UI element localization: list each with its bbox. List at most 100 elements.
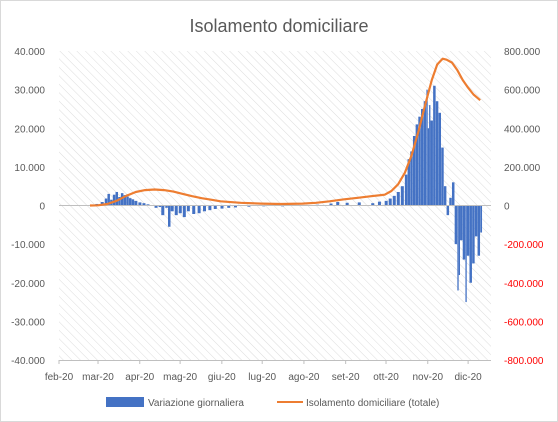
bar bbox=[465, 205, 467, 303]
left-axis-tick-label: -10.000 bbox=[11, 240, 45, 251]
x-axis-tick-label: nov-20 bbox=[412, 372, 443, 383]
bar bbox=[161, 205, 165, 216]
x-axis-tick-label: ago-20 bbox=[288, 372, 320, 383]
bar bbox=[474, 205, 478, 237]
left-axis-tick-label: 20.000 bbox=[14, 124, 45, 135]
bar bbox=[174, 205, 178, 216]
chart-title: Isolamento domiciliare bbox=[189, 16, 368, 36]
x-axis-tick-label: feb-20 bbox=[45, 372, 74, 383]
bar bbox=[138, 202, 142, 206]
legend: Variazione giornaliera Isolamento domici… bbox=[106, 397, 439, 409]
bar bbox=[197, 205, 201, 214]
legend-bar-label: Variazione giornaliera bbox=[148, 398, 244, 409]
bar bbox=[418, 116, 421, 206]
right-axis-tick-label: 200.000 bbox=[504, 163, 541, 174]
right-axis-tick-label: -800.000 bbox=[504, 356, 544, 367]
bar bbox=[430, 120, 433, 206]
right-axis-tick-label: 600.000 bbox=[504, 86, 541, 97]
bar bbox=[336, 202, 340, 206]
bar bbox=[131, 199, 135, 206]
right-axis-tick-label: -400.000 bbox=[504, 279, 544, 290]
bar bbox=[460, 205, 463, 241]
bar bbox=[435, 101, 439, 206]
bar bbox=[203, 205, 206, 212]
bar bbox=[433, 85, 436, 206]
bar bbox=[227, 205, 231, 208]
bar bbox=[404, 174, 408, 206]
bar bbox=[357, 202, 361, 206]
bar bbox=[469, 205, 472, 283]
x-axis-tick-label: giu-20 bbox=[208, 372, 236, 383]
right-axis-tick-label: 0 bbox=[504, 202, 510, 213]
bar bbox=[377, 201, 381, 206]
bar bbox=[170, 205, 174, 212]
bar bbox=[247, 205, 251, 207]
bar bbox=[427, 128, 430, 206]
bar bbox=[384, 200, 388, 206]
bar bbox=[371, 203, 375, 206]
bar bbox=[454, 205, 458, 245]
bar bbox=[426, 89, 428, 206]
bar bbox=[168, 205, 171, 227]
right-axis-tick-label: -200.000 bbox=[504, 240, 544, 251]
right-axis-tick-label: 400.000 bbox=[504, 124, 541, 135]
bar bbox=[154, 205, 158, 208]
bar bbox=[457, 205, 459, 291]
left-axis-tick-label: -30.000 bbox=[11, 317, 45, 328]
bar bbox=[186, 205, 190, 212]
x-axis-tick-label: apr-20 bbox=[125, 372, 154, 383]
right-axis: -800.000 -600.000 -400.000 -200.000 0 200.000… bbox=[504, 47, 544, 367]
bar bbox=[345, 202, 349, 206]
bar bbox=[410, 151, 413, 206]
bar bbox=[128, 198, 132, 206]
bar bbox=[388, 198, 392, 206]
left-axis-tick-label: 0 bbox=[39, 202, 45, 213]
x-axis-tick-label: mar-20 bbox=[82, 372, 114, 383]
x-axis: feb-20 mar-20 apr-20 mag-20 giu-20 lug-20 ago-… bbox=[45, 360, 491, 383]
bar bbox=[480, 205, 483, 233]
bar bbox=[112, 194, 116, 206]
bar bbox=[146, 204, 150, 206]
bar bbox=[134, 200, 138, 206]
bar bbox=[220, 205, 224, 209]
bar bbox=[115, 191, 119, 206]
x-axis-tick-label: set-20 bbox=[332, 372, 360, 383]
bar bbox=[142, 203, 146, 206]
bar bbox=[107, 193, 110, 206]
bar bbox=[446, 205, 450, 216]
bar bbox=[449, 197, 452, 206]
bar bbox=[412, 135, 416, 206]
x-axis-tick-label: lug-20 bbox=[248, 372, 276, 383]
x-axis-tick-label: dic-20 bbox=[454, 372, 482, 383]
bar bbox=[104, 198, 108, 206]
bar bbox=[208, 205, 212, 211]
bar bbox=[120, 193, 124, 206]
bar bbox=[178, 205, 182, 214]
bar bbox=[165, 205, 168, 208]
bar bbox=[123, 195, 127, 206]
bar bbox=[213, 205, 217, 209]
left-axis-tick-label: -40.000 bbox=[11, 356, 45, 367]
bar bbox=[451, 182, 455, 206]
bar bbox=[118, 197, 121, 206]
legend-bar-swatch bbox=[106, 397, 144, 407]
bar bbox=[429, 105, 431, 206]
left-axis: -40.000 -30.000 -20.000 -10.000 0 10.000 20.00… bbox=[11, 47, 45, 367]
line-series bbox=[89, 57, 481, 207]
bar bbox=[158, 205, 162, 208]
bar bbox=[477, 205, 481, 256]
right-axis-tick-label: -600.000 bbox=[504, 317, 544, 328]
bar bbox=[443, 186, 447, 206]
bar bbox=[396, 191, 400, 206]
bar bbox=[192, 205, 196, 214]
left-axis-tick-label: 10.000 bbox=[14, 163, 45, 174]
bar bbox=[400, 186, 404, 206]
bar bbox=[126, 196, 129, 206]
bar bbox=[438, 112, 442, 206]
x-axis-tick-label: mag-20 bbox=[163, 372, 197, 383]
bar bbox=[462, 205, 466, 260]
right-axis-tick-label: 800.000 bbox=[504, 47, 541, 58]
bar bbox=[441, 147, 444, 206]
